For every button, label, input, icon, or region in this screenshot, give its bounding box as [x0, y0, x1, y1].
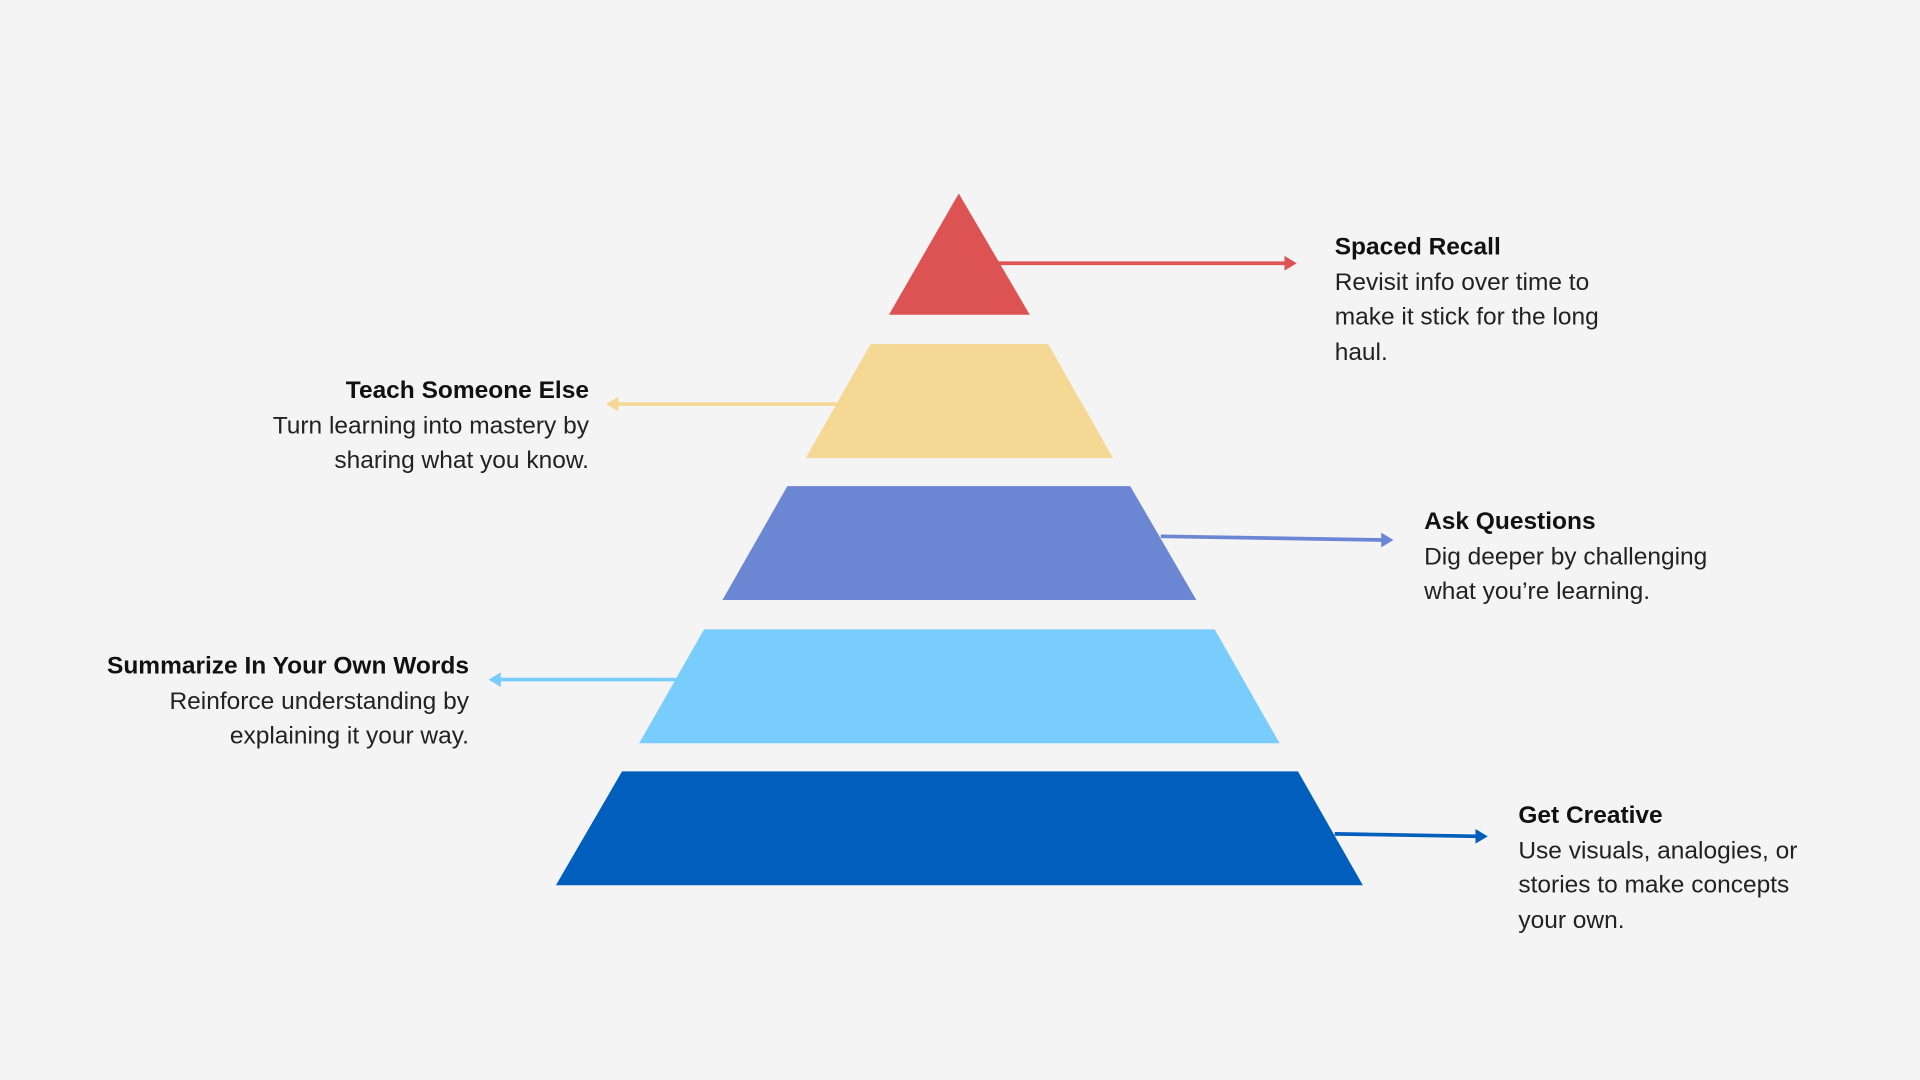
- pyramid-level-5: [555, 771, 1363, 886]
- label-get-creative: Get Creative Use visuals, analogies, or …: [1518, 798, 1824, 938]
- label-title: Teach Someone Else: [345, 377, 589, 405]
- label-spaced-recall: Spaced Recall Revisit info over time to …: [1335, 230, 1629, 370]
- label-description: Dig deeper by challenging what you’re le…: [1424, 543, 1708, 606]
- label-description: Use visuals, analogies, or stories to ma…: [1518, 837, 1798, 935]
- label-description: Revisit info over time to make it stick …: [1334, 268, 1599, 366]
- arrow-level-2: [606, 396, 837, 412]
- label-description: Turn learning into mastery by sharing wh…: [272, 412, 589, 475]
- label-teach-someone-else: Teach Someone Else Turn learning into ma…: [245, 373, 589, 478]
- label-title: Summarize In Your Own Words: [107, 652, 469, 680]
- label-title: Spaced Recall: [1334, 233, 1501, 261]
- label-summarize: Summarize In Your Own Words Reinforce un…: [49, 649, 469, 754]
- pyramid-level-4: [639, 629, 1280, 744]
- arrow-level-1: [997, 255, 1297, 271]
- label-title: Ask Questions: [1424, 508, 1596, 536]
- pyramid-level-1: [888, 193, 1030, 315]
- arrow-level-3: [1160, 532, 1394, 548]
- arrow-level-5: [1334, 828, 1488, 844]
- label-description: Reinforce understanding by explaining it…: [169, 687, 469, 750]
- pyramid-level-2: [805, 344, 1114, 458]
- arrow-level-4: [488, 672, 676, 687]
- label-title: Get Creative: [1518, 802, 1663, 829]
- pyramid-level-3: [722, 486, 1197, 601]
- label-ask-questions: Ask Questions Dig deeper by challenging …: [1424, 504, 1742, 609]
